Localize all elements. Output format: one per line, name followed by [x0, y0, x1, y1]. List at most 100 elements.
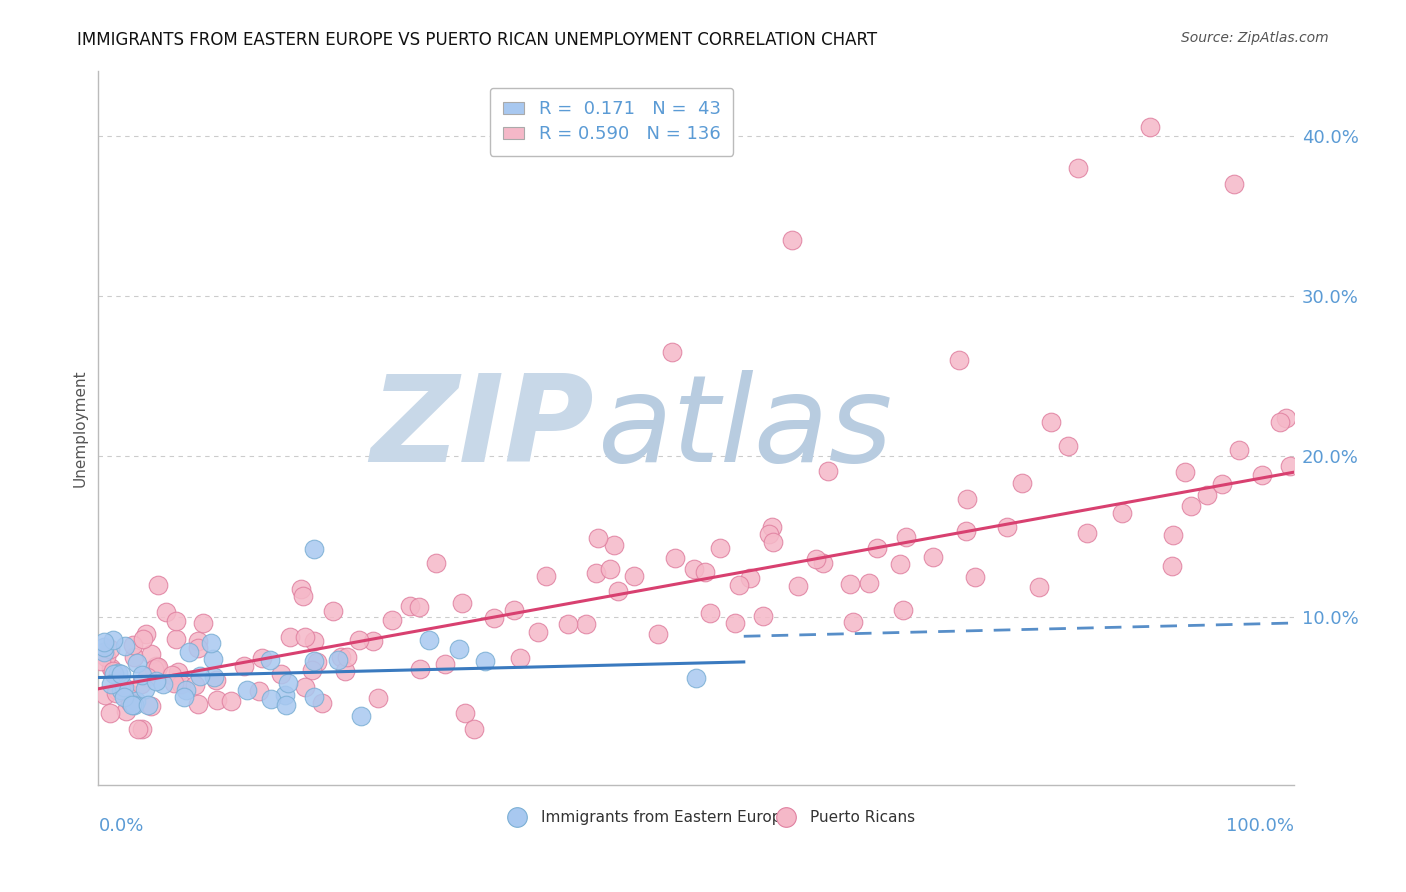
- Point: [408, 599, 430, 614]
- Point: [260, 691, 283, 706]
- Point: [173, 690, 195, 705]
- Point: [205, 673, 228, 688]
- Point: [333, 664, 356, 678]
- Point: [105, 685, 128, 699]
- Point: [447, 641, 470, 656]
- Point: [141, 647, 163, 661]
- Point: [1227, 443, 1250, 458]
- Point: [1039, 415, 1062, 429]
- Point: [603, 537, 626, 551]
- Point: [193, 616, 215, 631]
- Point: [1274, 411, 1296, 425]
- Point: [134, 681, 156, 696]
- Point: [889, 557, 911, 571]
- Point: [502, 603, 524, 617]
- Point: [758, 526, 780, 541]
- Point: [682, 561, 704, 575]
- Point: [1223, 177, 1246, 191]
- Point: [1197, 487, 1219, 501]
- Point: [329, 649, 352, 664]
- Point: [804, 552, 827, 566]
- Point: [247, 683, 270, 698]
- Point: [695, 566, 717, 580]
- Point: [110, 683, 132, 698]
- Text: 100.0%: 100.0%: [1226, 817, 1294, 835]
- Point: [120, 687, 142, 701]
- Point: [145, 658, 167, 673]
- Point: [557, 616, 579, 631]
- Point: [1180, 500, 1202, 514]
- Point: [575, 616, 598, 631]
- Point: [311, 696, 333, 710]
- Point: [98, 641, 121, 656]
- Point: [586, 532, 609, 546]
- Point: [250, 650, 273, 665]
- Point: [858, 576, 880, 591]
- Point: [201, 652, 224, 666]
- Point: [409, 662, 432, 676]
- Point: [623, 569, 645, 583]
- Point: [93, 688, 115, 702]
- Point: [290, 582, 312, 597]
- Point: [1251, 467, 1274, 482]
- Point: [114, 639, 136, 653]
- Point: [335, 649, 357, 664]
- Point: [136, 698, 159, 712]
- Point: [107, 665, 129, 680]
- Point: [956, 491, 979, 506]
- Point: [891, 603, 914, 617]
- Point: [139, 699, 162, 714]
- Point: [122, 698, 145, 712]
- Point: [761, 520, 783, 534]
- Point: [155, 605, 177, 619]
- Point: [233, 658, 256, 673]
- Point: [122, 639, 145, 653]
- Point: [302, 690, 325, 705]
- Point: [114, 704, 136, 718]
- Point: [170, 677, 193, 691]
- Point: [101, 633, 124, 648]
- Point: [506, 842, 529, 856]
- Point: [509, 651, 531, 665]
- Point: [1139, 120, 1161, 135]
- Point: [1111, 506, 1133, 520]
- Text: ZIP: ZIP: [371, 369, 595, 487]
- Point: [1161, 527, 1184, 541]
- Text: IMMIGRANTS FROM EASTERN EUROPE VS PUERTO RICAN UNEMPLOYMENT CORRELATION CHART: IMMIGRANTS FROM EASTERN EUROPE VS PUERTO…: [77, 31, 877, 49]
- Point: [174, 683, 197, 698]
- Point: [762, 535, 785, 549]
- Point: [724, 616, 747, 631]
- Point: [965, 570, 987, 584]
- Point: [347, 633, 370, 648]
- Point: [1067, 161, 1090, 175]
- Point: [350, 709, 373, 723]
- Text: 0.0%: 0.0%: [98, 817, 143, 835]
- Point: [607, 584, 630, 599]
- Point: [103, 667, 125, 681]
- Point: [118, 695, 141, 709]
- Point: [127, 657, 149, 671]
- Point: [752, 609, 775, 624]
- Point: [661, 345, 683, 359]
- Point: [292, 589, 315, 603]
- Point: [527, 624, 550, 639]
- Point: [866, 541, 889, 555]
- Point: [259, 653, 281, 667]
- Point: [122, 650, 145, 665]
- Point: [146, 578, 169, 592]
- Point: [277, 675, 299, 690]
- Point: [145, 674, 167, 689]
- Point: [129, 677, 152, 691]
- Point: [534, 568, 557, 582]
- Point: [463, 722, 485, 736]
- Point: [93, 635, 115, 649]
- Point: [202, 670, 225, 684]
- Point: [301, 663, 323, 677]
- Point: [131, 668, 153, 682]
- Point: [276, 698, 298, 712]
- Point: [270, 667, 292, 681]
- Point: [685, 671, 707, 685]
- Point: [894, 530, 917, 544]
- Point: [1028, 581, 1050, 595]
- Point: [664, 550, 686, 565]
